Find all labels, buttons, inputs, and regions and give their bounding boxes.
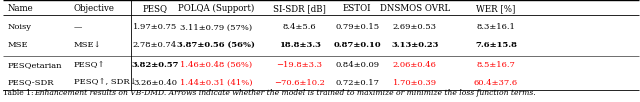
Text: −70.6±10.2: −70.6±10.2 <box>274 79 325 86</box>
Text: 1.70±0.39: 1.70±0.39 <box>393 79 436 86</box>
Text: 1.46±0.48 (56%): 1.46±0.48 (56%) <box>180 61 252 69</box>
Text: MSE↓: MSE↓ <box>74 41 101 49</box>
Text: PESQ↑, SDR↓: PESQ↑, SDR↓ <box>74 79 136 86</box>
Text: 3.13±0.23: 3.13±0.23 <box>391 41 438 49</box>
Text: Enhancement results on VB-DMD. Arrows indicate whether the model is trained to m: Enhancement results on VB-DMD. Arrows in… <box>34 89 536 97</box>
Text: 7.6±15.8: 7.6±15.8 <box>475 41 517 49</box>
Text: POLQA (Support): POLQA (Support) <box>178 4 255 13</box>
Text: 0.84±0.09: 0.84±0.09 <box>335 61 379 69</box>
Text: Name: Name <box>8 4 33 13</box>
Text: PESQ↑: PESQ↑ <box>74 61 105 69</box>
Text: −19.8±3.3: −19.8±3.3 <box>276 61 323 69</box>
Text: Table 1:: Table 1: <box>3 89 36 97</box>
Text: 8.3±16.1: 8.3±16.1 <box>477 23 515 31</box>
Text: 2.69±0.53: 2.69±0.53 <box>393 23 436 31</box>
Text: —: — <box>74 23 82 31</box>
Text: SI-SDR [dB]: SI-SDR [dB] <box>273 4 326 13</box>
Text: MSE: MSE <box>8 41 28 49</box>
Text: ESTOI: ESTOI <box>343 4 371 13</box>
Text: 3.87±0.56 (56%): 3.87±0.56 (56%) <box>177 41 255 49</box>
Text: 1.44±0.31 (41%): 1.44±0.31 (41%) <box>180 79 253 86</box>
Text: Noisy: Noisy <box>8 23 32 31</box>
Text: 0.72±0.17: 0.72±0.17 <box>335 79 379 86</box>
Text: PESQetarian: PESQetarian <box>8 61 62 69</box>
Text: 0.79±0.15: 0.79±0.15 <box>335 23 379 31</box>
Text: 0.87±0.10: 0.87±0.10 <box>333 41 381 49</box>
Text: 2.06±0.46: 2.06±0.46 <box>393 61 436 69</box>
Text: PESQ-SDR: PESQ-SDR <box>8 79 54 86</box>
Text: 2.78±0.74: 2.78±0.74 <box>132 41 177 49</box>
Text: 18.8±3.3: 18.8±3.3 <box>278 41 321 49</box>
Text: 8.5±16.7: 8.5±16.7 <box>477 61 515 69</box>
Text: WER [%]: WER [%] <box>476 4 516 13</box>
Text: 3.26±0.40: 3.26±0.40 <box>133 79 177 86</box>
Text: DNSMOS OVRL: DNSMOS OVRL <box>380 4 450 13</box>
Text: 3.82±0.57: 3.82±0.57 <box>131 61 179 69</box>
Text: 60.4±37.6: 60.4±37.6 <box>474 79 518 86</box>
Text: 3.11±0.79 (57%): 3.11±0.79 (57%) <box>180 23 252 31</box>
Text: PESQ: PESQ <box>142 4 168 13</box>
Text: 8.4±5.6: 8.4±5.6 <box>283 23 316 31</box>
Text: Objective: Objective <box>74 4 115 13</box>
Text: 1.97±0.75: 1.97±0.75 <box>132 23 177 31</box>
